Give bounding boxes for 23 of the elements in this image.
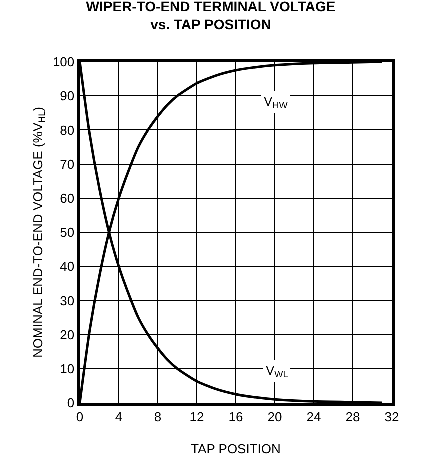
series-label: V$_{WL}$	[266, 363, 288, 380]
y-tick-label: 40	[60, 259, 75, 274]
x-tick-label: 4	[115, 409, 123, 424]
y-tick-label: 90	[60, 88, 75, 104]
y-tick-label: 60	[60, 190, 75, 206]
x-tick-label: 24	[306, 409, 322, 424]
x-axis-title: TAP POSITION	[191, 442, 281, 456]
y-tick-label: 50	[60, 225, 75, 240]
y-tick-label: 70	[60, 156, 75, 172]
y-tick-label: 20	[60, 327, 75, 342]
text: V$_{HW}$	[264, 94, 288, 111]
y-tick-label: 30	[60, 293, 75, 308]
y-tick-label: 100	[52, 54, 75, 70]
chart-title: WIPER-TO-END TERMINAL VOLTAGE vs. TAP POSITION	[86, 0, 336, 33]
x-tick-label: 12	[190, 409, 204, 424]
x-tick-label: 16	[228, 409, 244, 424]
y-tick-label: 80	[60, 122, 75, 138]
y-tick-label: 0	[67, 396, 75, 411]
x-tick-label: 8	[154, 409, 162, 424]
x-tick-label: 32	[384, 409, 400, 424]
x-tick-label: 20	[268, 409, 282, 424]
y-tick-label: 10	[60, 361, 75, 376]
x-tick-label: 28	[346, 409, 360, 424]
